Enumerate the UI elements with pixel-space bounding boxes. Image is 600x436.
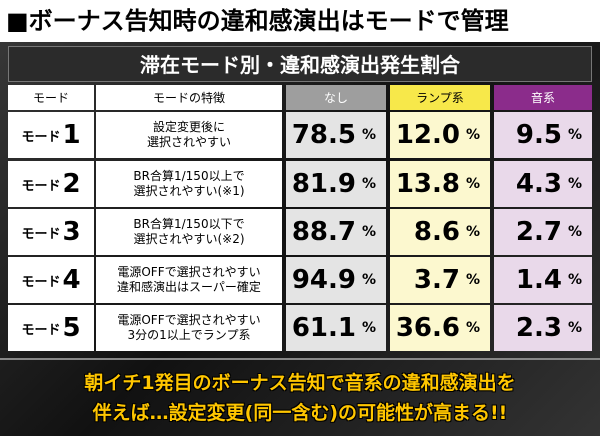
unit: % xyxy=(361,272,376,288)
mode-cell: モード 5 xyxy=(8,305,94,351)
value-cell: 78.5% xyxy=(286,112,386,158)
unit: % xyxy=(361,176,376,192)
feature-line: 設定変更後に xyxy=(152,120,225,134)
feature-line: 選択されやすい(※2) xyxy=(133,232,245,246)
value: 3.7 xyxy=(413,265,460,295)
unit: % xyxy=(361,224,376,240)
value-cell: 61.1% xyxy=(286,305,386,351)
value: 78.5 xyxy=(291,120,356,150)
value: 4.3 xyxy=(515,169,562,199)
footer-line: 朝イチ1発目のボーナス告知で音系の違和感演出を xyxy=(84,372,516,394)
value-cell: 1.4% xyxy=(494,257,592,303)
mode-cell: モード 3 xyxy=(8,209,94,255)
value: 94.9 xyxy=(291,265,356,295)
mode-label: モード xyxy=(21,322,61,338)
unit: % xyxy=(465,320,480,336)
value: 9.5 xyxy=(515,120,562,150)
mode-number: 1 xyxy=(62,120,81,150)
value-cell: 8.6% xyxy=(390,209,490,255)
column-header: ランプ系 xyxy=(390,85,490,110)
feature-cell: 設定変更後に 選択されやすい xyxy=(96,112,282,158)
feature-line: 電源OFFで選択されやすい xyxy=(117,265,261,279)
feature-line: BR合算1/150以下で xyxy=(133,217,245,231)
column-header: なし xyxy=(286,85,386,110)
value: 2.3 xyxy=(515,313,562,343)
mode-number: 3 xyxy=(62,217,81,247)
feature-line: 電源OFFで選択されやすい xyxy=(117,313,261,327)
unit: % xyxy=(465,176,480,192)
mode-number: 2 xyxy=(62,169,81,199)
unit: % xyxy=(465,127,480,143)
mode-number: 5 xyxy=(62,313,81,343)
feature-line: BR合算1/150以上で xyxy=(133,169,245,183)
value-cell: 88.7% xyxy=(286,209,386,255)
feature-cell: 電源OFFで選択されやすい 3分の1以上でランプ系 xyxy=(96,305,282,351)
value: 1.4 xyxy=(515,265,562,295)
value-cell: 9.5% xyxy=(494,112,592,158)
feature-cell: 電源OFFで選択されやすい 違和感演出はスーパー確定 xyxy=(96,257,282,303)
unit: % xyxy=(567,320,582,336)
mode-number: 4 xyxy=(62,265,81,295)
value: 36.6 xyxy=(395,313,460,343)
mode-cell: モード 2 xyxy=(8,161,94,207)
feature-line: 違和感演出はスーパー確定 xyxy=(117,280,261,294)
unit: % xyxy=(361,127,376,143)
unit: % xyxy=(361,320,376,336)
mode-label: モード xyxy=(21,129,61,145)
value: 88.7 xyxy=(291,217,356,247)
unit: % xyxy=(465,224,480,240)
mode-cell: モード 4 xyxy=(8,257,94,303)
value-cell: 3.7% xyxy=(390,257,490,303)
value: 81.9 xyxy=(291,169,356,199)
value: 8.6 xyxy=(413,217,460,247)
mode-label: モード xyxy=(21,226,61,242)
value: 13.8 xyxy=(395,169,460,199)
unit: % xyxy=(567,127,582,143)
column-header: 音系 xyxy=(494,85,592,110)
value: 2.7 xyxy=(515,217,562,247)
value-cell: 13.8% xyxy=(390,161,490,207)
feature-line: 選択されやすい xyxy=(146,135,231,149)
feature-line: 選択されやすい(※1) xyxy=(133,184,245,198)
unit: % xyxy=(567,176,582,192)
value-cell: 4.3% xyxy=(494,161,592,207)
column-header: モード xyxy=(8,85,94,110)
footer-line: 伴えば…設定変更(同一含む)の可能性が高まる!! xyxy=(92,402,508,424)
unit: % xyxy=(567,224,582,240)
value: 12.0 xyxy=(395,120,460,150)
value-cell: 2.3% xyxy=(494,305,592,351)
feature-line: 3分の1以上でランプ系 xyxy=(127,328,251,342)
value-cell: 12.0% xyxy=(390,112,490,158)
unit: % xyxy=(465,272,480,288)
unit: % xyxy=(567,272,582,288)
column-header: モードの特徴 xyxy=(96,85,282,110)
value-cell: 94.9% xyxy=(286,257,386,303)
mode-label: モード xyxy=(21,178,61,194)
mode-cell: モード 1 xyxy=(8,112,94,158)
footer-note: 朝イチ1発目のボーナス告知で音系の違和感演出を 伴えば…設定変更(同一含む)の可能… xyxy=(0,358,600,436)
page-title: ■ボーナス告知時の違和感演出はモードで管理 xyxy=(0,0,600,42)
value-cell: 2.7% xyxy=(494,209,592,255)
feature-cell: BR合算1/150以上で 選択されやすい(※1) xyxy=(96,161,282,207)
value-cell: 81.9% xyxy=(286,161,386,207)
feature-cell: BR合算1/150以下で 選択されやすい(※2) xyxy=(96,209,282,255)
value-cell: 36.6% xyxy=(390,305,490,351)
value: 61.1 xyxy=(291,313,356,343)
mode-label: モード xyxy=(21,274,61,290)
table-title: 滞在モード別・違和感演出発生割合 xyxy=(8,46,592,82)
